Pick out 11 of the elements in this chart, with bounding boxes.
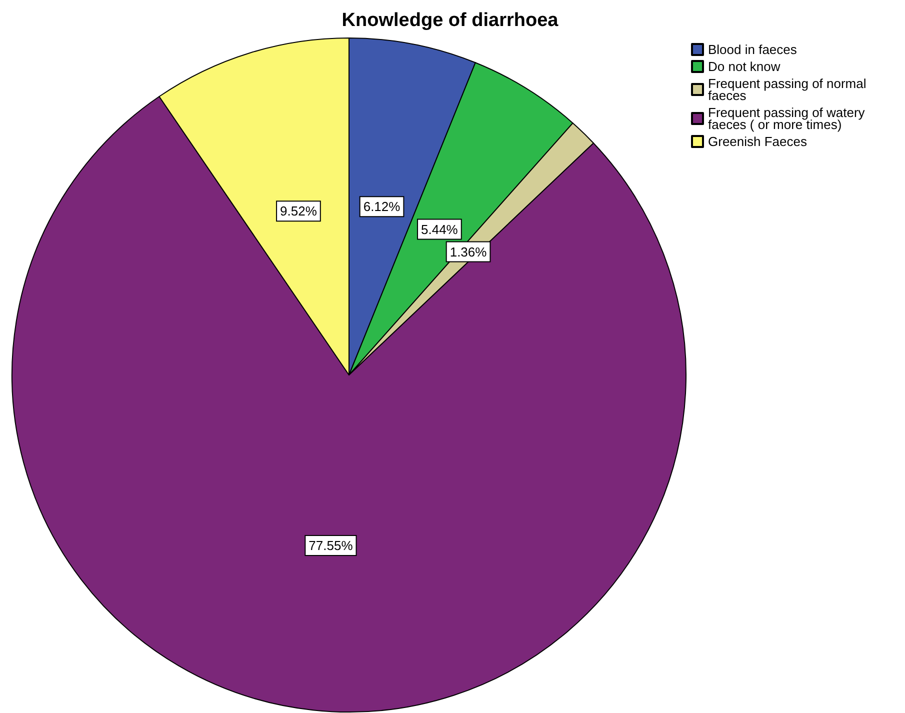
- data-label: 6.12%: [363, 199, 401, 214]
- data-label: 9.52%: [280, 204, 318, 219]
- legend-label: Blood in faeces: [708, 42, 798, 57]
- legend-label: Frequent passing of watery faeces ( or more times): [708, 105, 868, 132]
- legend-label: Frequent passing of normal faeces: [708, 76, 870, 103]
- chart-title: Knowledge of diarrhoea: [342, 10, 559, 31]
- legend-label: Do not know: [708, 59, 781, 74]
- legend-label: Greenish Faeces: [708, 134, 808, 149]
- data-label: 1.36%: [450, 244, 488, 260]
- data-label: 77.55%: [308, 538, 354, 554]
- data-label: 5.44%: [421, 222, 458, 237]
